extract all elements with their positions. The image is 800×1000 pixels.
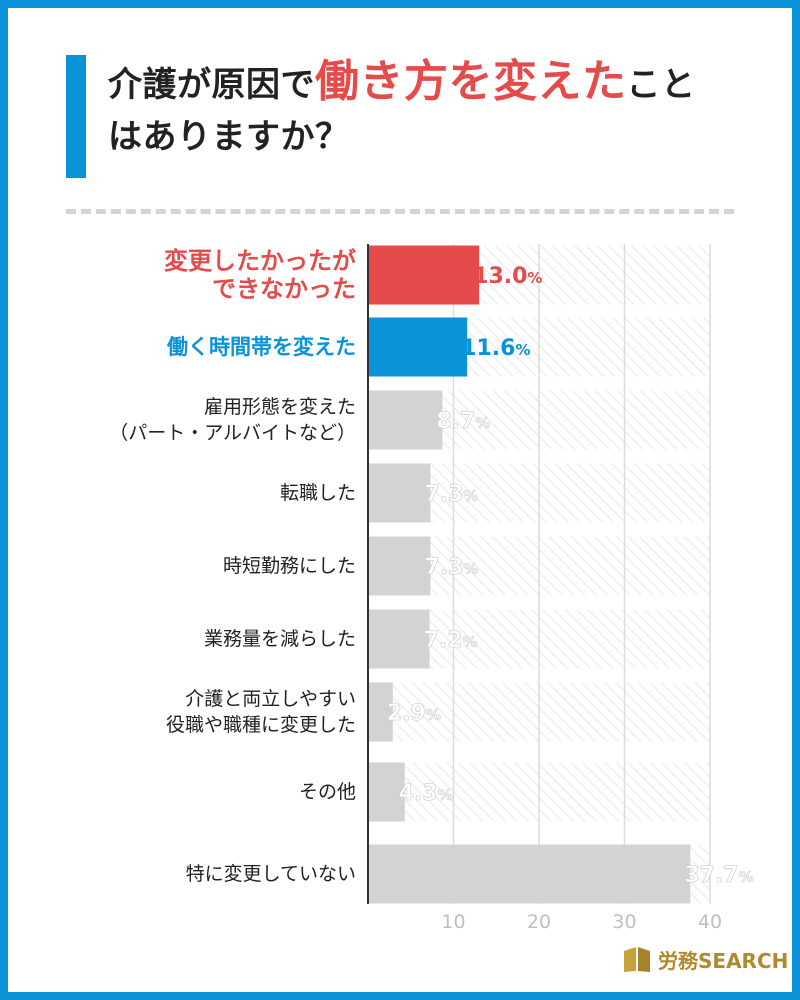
title-line2: はありますか？ [108,117,350,157]
category-label: 働く時間帯を変えた [167,334,356,360]
category-label: その他 [299,779,356,805]
x-tick-label: 30 [612,911,636,933]
category-label: 介護と両立しやすい役職や職種に変更した [166,686,356,738]
bar [368,390,443,450]
value-label: 7.3% [424,482,478,507]
category-label-line: 時短勤務にした [222,555,356,577]
value-label: 4.3% [399,781,453,806]
category-label-line: 変更したかったが [164,247,356,275]
title-part1: 介護が原因で [108,65,315,105]
value-label: 7.2% [424,628,478,653]
value-label: 2.9% [387,701,441,726]
dashed-divider [66,209,734,214]
value-label: 8.7% [436,409,490,434]
category-label-line: 雇用形態を変えた [203,396,356,418]
value-label: 7.3% [424,555,478,580]
category-label-line: 役職や職種に変更した [165,714,356,736]
bar [368,844,691,904]
title-highlight: 働き方を変えた [315,56,627,107]
title-part2: こと [626,65,696,105]
bar [368,609,430,669]
bar [368,536,431,596]
category-label-line: 転職した [279,482,356,504]
category-label-line: 特に変更していない [185,863,356,885]
category-label-line: 業務量を減らした [203,628,356,650]
category-label-line: できなかった [212,275,356,303]
chart-title: 介護が原因で働き方を変えたこと はありますか？ [108,56,768,163]
x-tick-label: 20 [527,911,551,933]
x-tick-label: 10 [441,911,465,933]
category-label-line: 働く時間帯を変えた [167,335,356,359]
bar [368,245,480,305]
bar [368,762,405,822]
category-label: 変更したかったが できなかった [164,247,356,303]
category-label: 時短勤務にした [223,553,356,579]
bar [368,682,393,742]
bar [368,317,468,377]
category-label: 特に変更していない [186,861,356,887]
category-label-line: その他 [298,781,356,803]
category-label: 転職した [280,480,356,506]
title-accent-bar [66,55,86,178]
book-icon [624,947,650,972]
value-label: 13.0% [473,264,542,289]
category-label-line: 介護と両立しやすい [185,688,356,710]
category-label: 業務量を減らした [204,626,356,652]
value-label: 37.7% [684,863,753,888]
bar [368,463,431,523]
category-label: 雇用形態を変えた （パート・アルバイトなど） [109,394,356,446]
x-tick-label: 40 [698,911,722,933]
logo-text: 労務SEARCH [658,945,788,974]
logo-brand: 労務 [658,948,698,973]
value-label: 11.6% [461,336,530,361]
brand-logo: 労務SEARCH [622,944,788,974]
logo-suffix: SEARCH [698,948,789,973]
category-label-line: （パート・アルバイトなど） [109,422,356,444]
